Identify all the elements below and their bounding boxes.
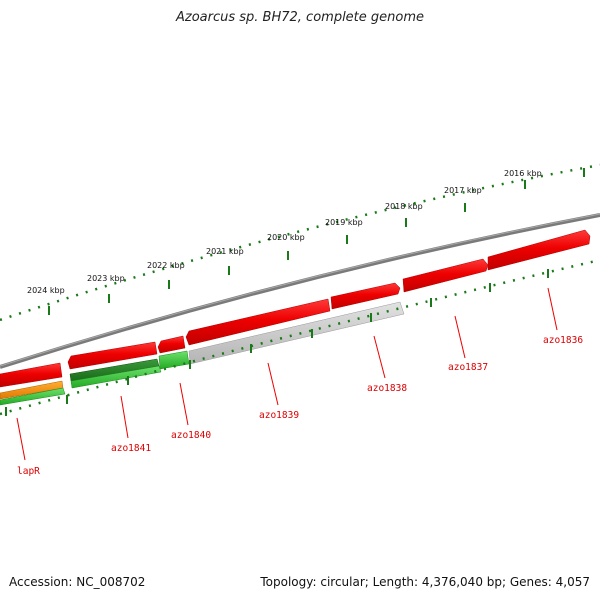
scale-label-2023: 2023 kbp (87, 274, 125, 283)
gene-lapR-fwd[interactable] (0, 362, 63, 388)
gene-azo1840[interactable] (157, 335, 186, 354)
callout-azo1839 (267, 362, 279, 406)
genome-summary-text: Topology: circular; Length: 4,376,040 bp… (260, 575, 590, 589)
callout-azo1836 (547, 287, 558, 331)
gene-label-azo1838[interactable]: azo1838 (367, 383, 407, 394)
map-title: Azoarcus sp. BH72, complete genome (175, 10, 425, 25)
genome-backbone (0, 213, 600, 369)
gene-label-lapR[interactable]: lapR (17, 466, 40, 477)
feature-green-azo1841[interactable] (70, 365, 162, 389)
callout-lapR (16, 417, 26, 461)
outer-scale-ticks (0, 163, 600, 322)
callout-azo1841 (120, 395, 129, 439)
scale-label-2024: 2024 kbp (27, 286, 65, 295)
accession-text: Accession: NC_008702 (9, 575, 146, 589)
scale-label-2020: 2020 kbp (267, 233, 305, 242)
gene-label-azo1839[interactable]: azo1839 (259, 410, 299, 421)
callout-azo1837 (454, 315, 466, 359)
gene-label-azo1837[interactable]: azo1837 (448, 362, 488, 373)
gene-azo1836[interactable] (487, 229, 591, 271)
inner-scale-ticks (0, 258, 600, 416)
gene-azo1837[interactable] (402, 258, 489, 293)
callout-azo1838 (373, 335, 386, 379)
scale-label-2018: 2018 kbp (385, 202, 423, 211)
gene-label-azo1840[interactable]: azo1840 (171, 430, 211, 441)
outer-major-ticks (48, 168, 585, 315)
scale-label-2017: 2017 kbp (444, 186, 482, 195)
gene-azo1839[interactable] (185, 298, 331, 346)
callout-azo1840 (179, 382, 189, 426)
scale-label-2019: 2019 kbp (325, 218, 363, 227)
scale-label-2022: 2022 kbp (147, 261, 185, 270)
gene-label-azo1836[interactable]: azo1836 (543, 335, 583, 346)
scale-label-2021: 2021 kbp (206, 247, 244, 256)
scale-label-2016: 2016 kbp (504, 169, 542, 178)
gene-azo1838[interactable] (330, 282, 401, 310)
inner-major-ticks (5, 269, 549, 416)
gene-label-azo1841[interactable]: azo1841 (111, 443, 151, 454)
gene-azo1841[interactable] (67, 341, 158, 370)
feature-green-lapR[interactable] (0, 387, 66, 406)
